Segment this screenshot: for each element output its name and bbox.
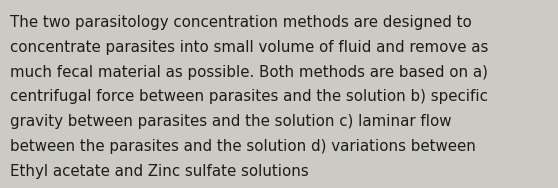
- Text: Ethyl acetate and Zinc sulfate solutions: Ethyl acetate and Zinc sulfate solutions: [10, 164, 309, 179]
- Text: gravity between parasites and the solution c) laminar flow: gravity between parasites and the soluti…: [10, 114, 451, 129]
- Text: The two parasitology concentration methods are designed to: The two parasitology concentration metho…: [10, 15, 472, 30]
- Text: much fecal material as possible. Both methods are based on a): much fecal material as possible. Both me…: [10, 65, 488, 80]
- Text: centrifugal force between parasites and the solution b) specific: centrifugal force between parasites and …: [10, 89, 488, 105]
- Text: concentrate parasites into small volume of fluid and remove as: concentrate parasites into small volume …: [10, 40, 488, 55]
- Text: between the parasites and the solution d) variations between: between the parasites and the solution d…: [10, 139, 476, 154]
